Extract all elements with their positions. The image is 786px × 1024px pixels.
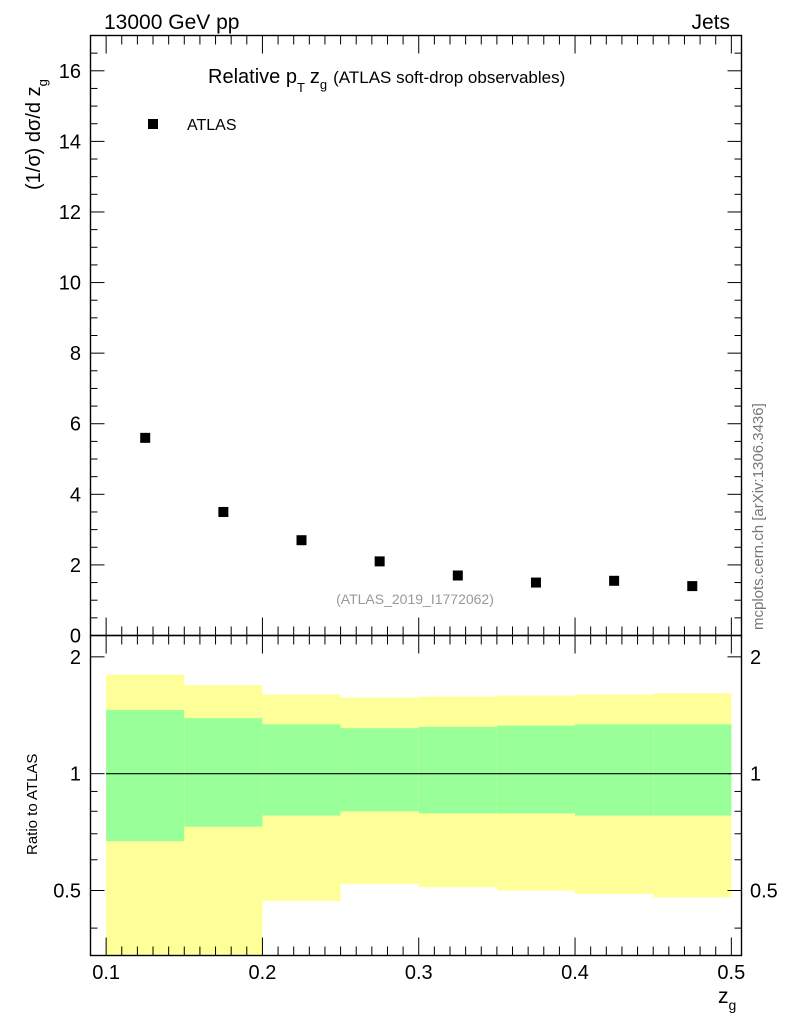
main-panel: Relative pT zg (ATLAS soft-drop observable… [23, 35, 742, 648]
y-tick-label: 2 [70, 555, 81, 577]
title-var-sub: g [320, 77, 327, 92]
plot-title: Relative pT zg (ATLAS soft-drop observable… [208, 66, 565, 95]
y-tick-label: 16 [59, 61, 81, 83]
y-tick-label: 14 [59, 131, 81, 153]
data-point [609, 575, 620, 586]
analysis-watermark: (ATLAS_2019_I1772062) [336, 591, 494, 607]
x-axis-label-main: z [718, 985, 729, 1008]
y-tick-label: 12 [59, 202, 81, 224]
band-inner [653, 724, 732, 816]
y-axis-label: (1/σ) dσ/d zg [23, 79, 50, 190]
title-rest: (ATLAS soft-drop observables) [333, 68, 565, 87]
data-point [374, 556, 385, 567]
y-axis-label-main: (1/σ) dσ/d z [23, 86, 45, 190]
upper-y-tick-labels: 0 2 4 6 8 10 12 14 16 [59, 61, 81, 648]
x-tick-labels: 0.1 0.2 0.3 0.4 0.5 [92, 962, 745, 984]
upper-ticks [90, 35, 742, 636]
title-sub: T [297, 80, 305, 95]
band-inner [575, 724, 654, 816]
x-tick-label: 0.3 [405, 962, 433, 984]
data-point [687, 581, 698, 592]
uncertainty-bands [106, 674, 732, 956]
energy-label: 13000 GeV pp [104, 11, 239, 34]
y-tick-label: 6 [70, 414, 81, 436]
data-point [530, 577, 541, 588]
title-var: z [310, 66, 320, 88]
data-point [296, 535, 307, 546]
x-axis-label: zg [718, 985, 736, 1013]
data-points [140, 432, 698, 592]
legend-label: ATLAS [187, 117, 237, 134]
y-tick-label: 10 [59, 273, 81, 295]
ratio-y-tick-label-right: 0.5 [750, 880, 778, 902]
y-tick-label: 8 [70, 343, 81, 365]
x-tick-label: 0.4 [561, 962, 589, 984]
x-tick-label: 0.2 [249, 962, 277, 984]
ratio-y-axis-label: Ratio to ATLAS [24, 754, 41, 855]
ratio-y-tick-label-left: 1 [70, 764, 81, 786]
x-tick-label: 0.1 [92, 962, 120, 984]
band-inner [106, 709, 185, 842]
data-point [218, 506, 229, 517]
x-tick-label: 0.5 [717, 962, 745, 984]
ratio-panel: Ratio to ATLAS 0.5 0.51 12 2 0.1 0.2 0.3 0.4 0.… [24, 635, 778, 1013]
y-tick-label: 0 [70, 626, 81, 648]
source-label: mcplots.cern.ch [arXiv:1306.3436] [750, 403, 767, 630]
band-inner [262, 724, 341, 816]
ratio-y-tick-label-left: 2 [70, 647, 81, 669]
process-label: Jets [691, 11, 730, 34]
x-axis-label-sub: g [729, 997, 737, 1013]
y-tick-label: 4 [70, 484, 81, 506]
ratio-y-tick-label-right: 2 [750, 647, 761, 669]
ratio-y-tick-label-left: 0.5 [53, 880, 81, 902]
ratio-panel-frame [89, 634, 743, 957]
band-inner [340, 728, 419, 812]
title-main: Relative p [208, 66, 297, 88]
band-inner [496, 725, 576, 814]
ratio-y-tick-label-right: 1 [750, 764, 761, 786]
lower-ticks [90, 635, 742, 956]
data-point [140, 432, 151, 443]
legend-marker [148, 119, 158, 129]
lower-y-tick-labels: 0.5 0.5 1 1 2 2 [53, 647, 778, 903]
band-inner [184, 718, 263, 827]
data-point [452, 570, 463, 581]
band-inner [418, 726, 497, 814]
y-axis-label-sub: g [35, 79, 50, 86]
